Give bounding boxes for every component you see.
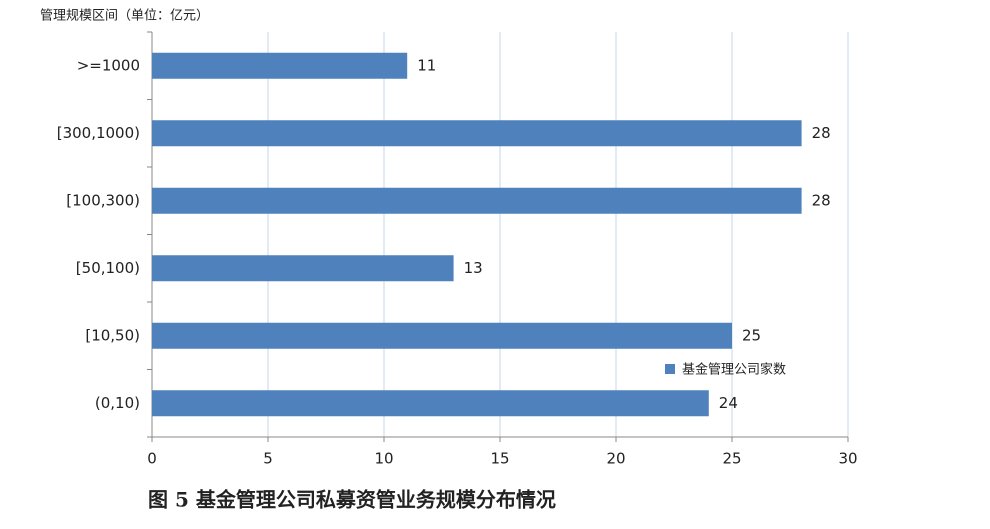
data-label: 11 <box>417 56 436 74</box>
bar <box>152 187 802 214</box>
y-tick-label: >=1000 <box>77 56 140 74</box>
x-tick-label: 15 <box>490 450 509 468</box>
x-tick-label: 25 <box>722 450 741 468</box>
bar <box>152 52 408 79</box>
x-tick-label: 20 <box>606 450 625 468</box>
data-label: 25 <box>742 326 761 344</box>
bar <box>152 322 732 349</box>
data-label: 24 <box>719 394 738 412</box>
bar <box>152 120 802 147</box>
y-tick-label: [50,100) <box>76 259 140 277</box>
caption: 图 5 基金管理公司私募资管业务规模分布情况 <box>148 488 556 512</box>
legend-swatch <box>665 364 675 374</box>
bar <box>152 390 709 417</box>
axis-title: 管理规模区间（单位：亿元） <box>40 9 209 24</box>
data-label: 28 <box>812 191 831 209</box>
x-tick-label: 10 <box>374 450 393 468</box>
x-tick-label: 30 <box>838 450 857 468</box>
data-label: 28 <box>812 124 831 142</box>
bar <box>152 255 454 282</box>
x-tick-label: 5 <box>263 450 273 468</box>
y-tick-label: [10,50) <box>85 326 140 344</box>
y-tick-label: [100,300) <box>66 191 140 209</box>
data-label: 13 <box>464 259 483 277</box>
y-tick-label: [300,1000) <box>57 124 140 142</box>
x-tick-label: 0 <box>147 450 157 468</box>
y-tick-label: (0,10) <box>95 394 140 412</box>
legend-label: 基金管理公司家数 <box>682 362 786 378</box>
